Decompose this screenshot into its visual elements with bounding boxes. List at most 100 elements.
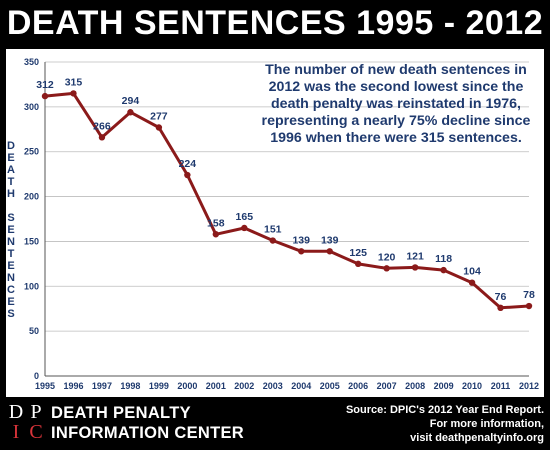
y-tick-label: 200 [24, 192, 39, 202]
series-line [44, 91, 530, 310]
data-point [326, 248, 333, 255]
source-line: For more information, [429, 418, 544, 430]
data-label: 315 [65, 76, 83, 88]
y-axis-label-letter: S [7, 308, 15, 320]
x-tick-label: 2001 [206, 381, 226, 391]
data-point [70, 90, 77, 97]
y-axis-label-letter: S [7, 212, 15, 224]
data-label: 266 [93, 120, 111, 132]
x-tick-label: 2006 [348, 381, 368, 391]
data-label: 118 [435, 253, 452, 265]
x-tick-label: 2012 [519, 381, 539, 391]
data-point [155, 124, 163, 131]
y-axis-label-letter: N [7, 272, 15, 284]
data-label: 165 [236, 211, 254, 223]
data-point [298, 248, 305, 255]
y-axis-label-letter: E [7, 260, 15, 272]
data-label: 120 [378, 251, 396, 263]
y-axis-label-letter: A [7, 164, 15, 176]
y-axis-label-letter: E [7, 152, 15, 164]
y-tick-label: 300 [24, 102, 39, 112]
x-tick-label: 2008 [405, 381, 425, 391]
org-name-line: INFORMATION CENTER [51, 424, 244, 442]
y-axis-label-letter: H [7, 188, 15, 200]
y-tick-label: 100 [24, 281, 39, 291]
data-label: 151 [264, 224, 282, 236]
annotation-line: The number of new death sentences in [265, 62, 527, 78]
data-label: 139 [321, 234, 339, 246]
y-axis-label-letter: T [7, 176, 15, 188]
x-tick-label: 1998 [120, 381, 140, 391]
annotation-line: representing a nearly 75% decline since [261, 113, 531, 129]
data-label: 224 [179, 158, 197, 170]
x-tick-label: 1996 [63, 381, 83, 391]
organization-name: DEATH PENALTY INFORMATION CENTER [51, 403, 244, 443]
data-point [41, 92, 49, 100]
data-label: 294 [122, 95, 140, 107]
annotation-text: The number of new death sentences in 201… [250, 62, 542, 147]
data-label: 125 [349, 247, 367, 259]
data-label: 104 [463, 266, 481, 278]
data-point [269, 237, 276, 244]
data-point [497, 304, 504, 312]
y-axis-label-letter: D [7, 140, 15, 152]
x-tick-label: 2011 [491, 381, 511, 391]
dpic-logo: D P I C [6, 402, 46, 442]
y-axis-label-letter: C [7, 284, 15, 296]
y-axis-label-letter: E [7, 224, 15, 236]
org-name-line: DEATH PENALTY [51, 404, 191, 422]
source-line: visit deathpenaltyinfo.org [410, 432, 544, 444]
x-tick-label: 2003 [263, 381, 283, 391]
y-axis-label-letter: N [7, 236, 15, 248]
x-tick-label: 1995 [35, 381, 55, 391]
logo-letter: C [29, 421, 43, 443]
data-label: 121 [406, 250, 424, 262]
data-point [525, 302, 533, 310]
logo-letter: I [12, 421, 20, 443]
data-label: 277 [150, 110, 168, 122]
x-tick-label: 2004 [291, 381, 311, 391]
data-label: 139 [292, 234, 310, 246]
x-tick-label: 1997 [92, 381, 112, 391]
data-point [184, 171, 191, 179]
y-axis-label-letter: E [7, 296, 15, 308]
y-axis-label-letter: T [7, 248, 15, 260]
data-point [127, 109, 134, 116]
logo-letter: D [8, 401, 24, 423]
data-point [241, 224, 248, 232]
x-tick-label: 2007 [377, 381, 397, 391]
data-label: 76 [495, 291, 507, 303]
y-tick-label: 350 [24, 57, 39, 67]
data-point [411, 264, 419, 271]
x-tick-label: 2000 [177, 381, 197, 391]
y-tick-label: 0 [34, 371, 39, 381]
logo-letter: P [30, 401, 42, 423]
y-tick-label: 150 [24, 236, 39, 246]
source-note: Source: DPIC's 2012 Year End Report. For… [346, 403, 544, 445]
x-tick-label: 1999 [149, 381, 169, 391]
data-label: 158 [207, 217, 225, 229]
data-point [468, 279, 476, 286]
x-tick-label: 2002 [234, 381, 254, 391]
annotation-line: death penalty was reinstated in 1976, [271, 96, 521, 112]
annotation-line: 2012 was the second lowest since the [268, 79, 524, 95]
data-point [354, 260, 362, 268]
data-point [440, 266, 447, 274]
chart-title: DEATH SENTENCES 1995 - 2012 [6, 3, 544, 42]
y-axis-label-letter [9, 200, 12, 212]
x-tick-label: 2010 [462, 381, 482, 391]
data-label: 78 [523, 289, 535, 301]
x-tick-label: 2009 [434, 381, 454, 391]
data-point [212, 231, 220, 238]
data-point [98, 134, 106, 141]
data-label: 312 [36, 79, 54, 91]
data-point [383, 265, 390, 272]
y-tick-label: 250 [24, 147, 39, 157]
y-tick-label: 50 [29, 326, 39, 336]
title-bar: DEATH SENTENCES 1995 - 2012 [0, 0, 550, 46]
annotation-line: 1996 when there were 315 sentences. [270, 130, 522, 146]
source-line: Source: DPIC's 2012 Year End Report. [345, 404, 544, 416]
x-tick-label: 2005 [320, 381, 340, 391]
